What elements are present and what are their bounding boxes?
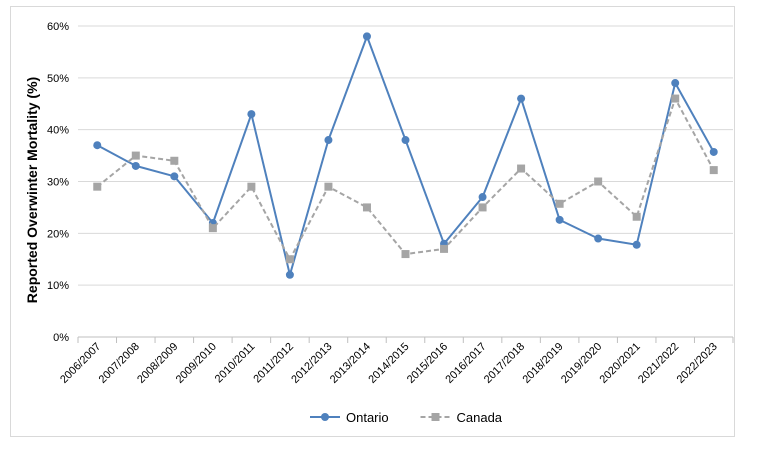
data-point-canada bbox=[594, 177, 603, 186]
x-tick-label: 2021/2022 bbox=[636, 341, 681, 386]
data-point-canada bbox=[285, 255, 294, 264]
data-point-ontario bbox=[285, 270, 294, 279]
y-tick-label: 30% bbox=[47, 177, 69, 189]
x-tick-label: 2016/2017 bbox=[443, 341, 488, 386]
x-tick-label: 2010/2011 bbox=[213, 341, 258, 386]
legend-item-canada: Canada bbox=[420, 410, 503, 425]
data-point-ontario bbox=[517, 94, 526, 103]
plot-area bbox=[93, 32, 718, 279]
legend-label: Canada bbox=[457, 410, 503, 425]
data-point-ontario bbox=[247, 110, 256, 119]
data-point-ontario bbox=[324, 136, 333, 145]
x-tick-label: 2009/2010 bbox=[174, 341, 219, 386]
x-tick-label: 2022/2023 bbox=[675, 341, 720, 386]
data-point-canada bbox=[632, 212, 641, 221]
y-tick-label: 10% bbox=[47, 280, 69, 292]
series-line-canada bbox=[96, 97, 715, 261]
data-point-canada bbox=[671, 94, 680, 103]
x-tick-label: 2014/2015 bbox=[366, 341, 411, 386]
series-line-ontario bbox=[96, 35, 715, 276]
x-tick-label: 2012/2013 bbox=[289, 341, 334, 386]
x-tick-label: 2019/2020 bbox=[559, 341, 604, 386]
data-point-canada bbox=[517, 164, 526, 173]
data-point-ontario bbox=[594, 234, 603, 243]
data-point-canada bbox=[362, 203, 371, 212]
data-point-ontario bbox=[362, 32, 371, 41]
data-point-canada bbox=[440, 244, 449, 253]
data-point-canada bbox=[709, 166, 718, 175]
data-point-canada bbox=[170, 156, 179, 165]
data-point-ontario bbox=[93, 141, 102, 150]
axes bbox=[77, 336, 734, 343]
y-tick-label: 60% bbox=[47, 21, 69, 33]
legend: Ontario Canada bbox=[310, 410, 503, 425]
tick-labels: 0%10%20%30%40%50%60%2006/20072007/200820… bbox=[47, 21, 720, 386]
data-point-ontario bbox=[555, 215, 564, 224]
legend-item-ontario: Ontario bbox=[310, 410, 389, 425]
y-axis-label: Reported Overwinter Mortality (%) bbox=[24, 77, 40, 303]
data-point-ontario bbox=[170, 172, 179, 181]
legend-marker bbox=[321, 413, 329, 421]
data-point-ontario bbox=[478, 193, 487, 202]
y-tick-label: 40% bbox=[47, 125, 69, 137]
x-tick-label: 2017/2018 bbox=[482, 341, 527, 386]
data-point-canada bbox=[478, 203, 487, 212]
data-point-ontario bbox=[632, 240, 641, 249]
data-point-ontario bbox=[401, 136, 410, 145]
data-point-canada bbox=[324, 182, 333, 191]
data-point-canada bbox=[247, 182, 256, 191]
y-tick-label: 20% bbox=[47, 228, 69, 240]
data-point-canada bbox=[208, 224, 217, 233]
x-tick-label: 2015/2016 bbox=[405, 341, 450, 386]
legend-marker bbox=[431, 413, 440, 421]
x-tick-label: 2008/2009 bbox=[135, 341, 180, 386]
x-tick-label: 2007/2008 bbox=[97, 341, 142, 386]
legend-label: Ontario bbox=[346, 410, 389, 425]
x-tick-label: 2013/2014 bbox=[328, 341, 373, 386]
x-tick-label: 2020/2021 bbox=[598, 341, 643, 386]
data-point-canada bbox=[131, 151, 140, 160]
x-tick-label: 2006/2007 bbox=[58, 341, 103, 386]
data-point-canada bbox=[555, 199, 564, 208]
data-point-canada bbox=[93, 182, 102, 191]
data-point-canada bbox=[401, 250, 410, 259]
data-point-ontario bbox=[671, 79, 680, 88]
data-point-ontario bbox=[709, 147, 718, 156]
x-tick-label: 2018/2019 bbox=[520, 341, 565, 386]
data-point-ontario bbox=[131, 161, 140, 170]
y-tick-label: 50% bbox=[47, 73, 69, 85]
y-tick-label: 0% bbox=[53, 332, 69, 344]
